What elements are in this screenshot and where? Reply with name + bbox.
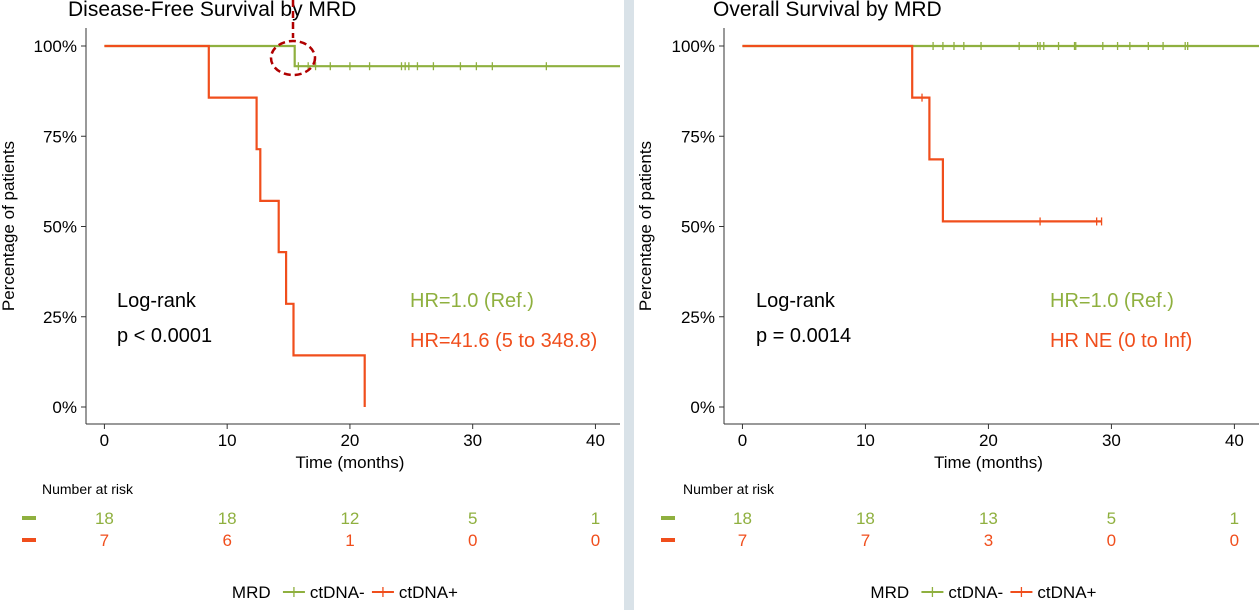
risk-count-ctdna-pos: 3 <box>984 531 993 550</box>
y-tick-label: 25% <box>681 308 715 327</box>
x-tick-label: 10 <box>218 431 237 450</box>
legend-label-ctdna-neg: ctDNA- <box>948 583 1003 602</box>
x-tick-label: 40 <box>1225 431 1244 450</box>
risk-count-ctdna-pos: 7 <box>738 531 747 550</box>
y-axis-label: Percentage of patients <box>0 141 18 311</box>
p-value: p = 0.0014 <box>756 325 851 347</box>
highlight-circle <box>269 39 317 77</box>
x-tick-label: 20 <box>340 431 359 450</box>
risk-count-ctdna-pos: 0 <box>1107 531 1116 550</box>
chart-title: Overall Survival by MRD <box>713 0 942 21</box>
risk-table-title: Number at risk <box>42 481 134 497</box>
y-tick-label: 75% <box>681 127 715 146</box>
legend-label-ctdna-pos: ctDNA+ <box>399 583 458 602</box>
x-axis-label: Time (months) <box>934 453 1043 472</box>
chart-title: Disease-Free Survival by MRD <box>68 0 356 21</box>
x-tick-label: 0 <box>738 431 747 450</box>
y-tick-label: 50% <box>43 218 77 237</box>
series-line-ctDNA+ <box>742 44 1102 223</box>
risk-count-ctdna-neg: 18 <box>218 509 237 528</box>
y-tick-label: 100% <box>34 37 77 56</box>
risk-table-title: Number at risk <box>683 481 775 497</box>
x-tick-label: 0 <box>100 431 109 450</box>
risk-count-ctdna-pos: 0 <box>468 531 477 550</box>
panel-divider <box>624 0 634 610</box>
x-tick-label: 40 <box>586 431 605 450</box>
risk-count-ctdna-neg: 18 <box>856 509 875 528</box>
series-line-ctDNA- <box>104 44 620 68</box>
x-tick-label: 20 <box>979 431 998 450</box>
logrank-label: Log-rank <box>756 290 836 312</box>
legend-title: MRD <box>870 583 909 602</box>
risk-count-ctdna-neg: 5 <box>468 509 477 528</box>
risk-count-ctdna-pos: 1 <box>345 531 354 550</box>
risk-count-ctdna-neg: 5 <box>1107 509 1116 528</box>
x-axis-label: Time (months) <box>295 453 404 472</box>
risk-count-ctdna-neg: 12 <box>340 509 359 528</box>
p-value: p < 0.0001 <box>117 325 212 347</box>
risk-count-ctdna-pos: 7 <box>861 531 870 550</box>
risk-count-ctdna-neg: 18 <box>733 509 752 528</box>
y-tick-label: 25% <box>43 308 77 327</box>
risk-swatch-ctdna-neg <box>22 516 36 520</box>
legend-title: MRD <box>232 583 271 602</box>
risk-count-ctdna-pos: 0 <box>1230 531 1239 550</box>
y-tick-label: 100% <box>672 37 715 56</box>
risk-count-ctdna-pos: 7 <box>100 531 109 550</box>
y-tick-label: 0% <box>52 398 77 417</box>
risk-count-ctdna-neg: 13 <box>979 509 998 528</box>
legend-label-ctdna-neg: ctDNA- <box>310 583 365 602</box>
risk-count-ctdna-pos: 6 <box>222 531 231 550</box>
risk-count-ctdna-neg: 1 <box>591 509 600 528</box>
y-tick-label: 75% <box>43 127 77 146</box>
x-tick-label: 30 <box>463 431 482 450</box>
hr-ctdna-neg: HR=1.0 (Ref.) <box>410 290 534 312</box>
series-line-ctDNA+ <box>104 44 366 407</box>
risk-count-ctdna-pos: 0 <box>591 531 600 550</box>
risk-swatch-ctdna-pos <box>22 538 36 542</box>
legend-label-ctdna-pos: ctDNA+ <box>1037 583 1096 602</box>
hr-ctdna-pos: HR=41.6 (5 to 348.8) <box>410 330 597 352</box>
risk-count-ctdna-neg: 18 <box>95 509 114 528</box>
hr-ctdna-pos: HR NE (0 to Inf) <box>1050 330 1192 352</box>
risk-swatch-ctdna-pos <box>661 538 675 542</box>
y-tick-label: 0% <box>690 398 715 417</box>
y-tick-label: 50% <box>681 218 715 237</box>
risk-count-ctdna-neg: 1 <box>1230 509 1239 528</box>
y-axis-label: Percentage of patients <box>636 141 655 311</box>
hr-ctdna-neg: HR=1.0 (Ref.) <box>1050 290 1174 312</box>
x-tick-label: 10 <box>856 431 875 450</box>
x-tick-label: 30 <box>1102 431 1121 450</box>
risk-swatch-ctdna-neg <box>661 516 675 520</box>
logrank-label: Log-rank <box>117 290 197 312</box>
